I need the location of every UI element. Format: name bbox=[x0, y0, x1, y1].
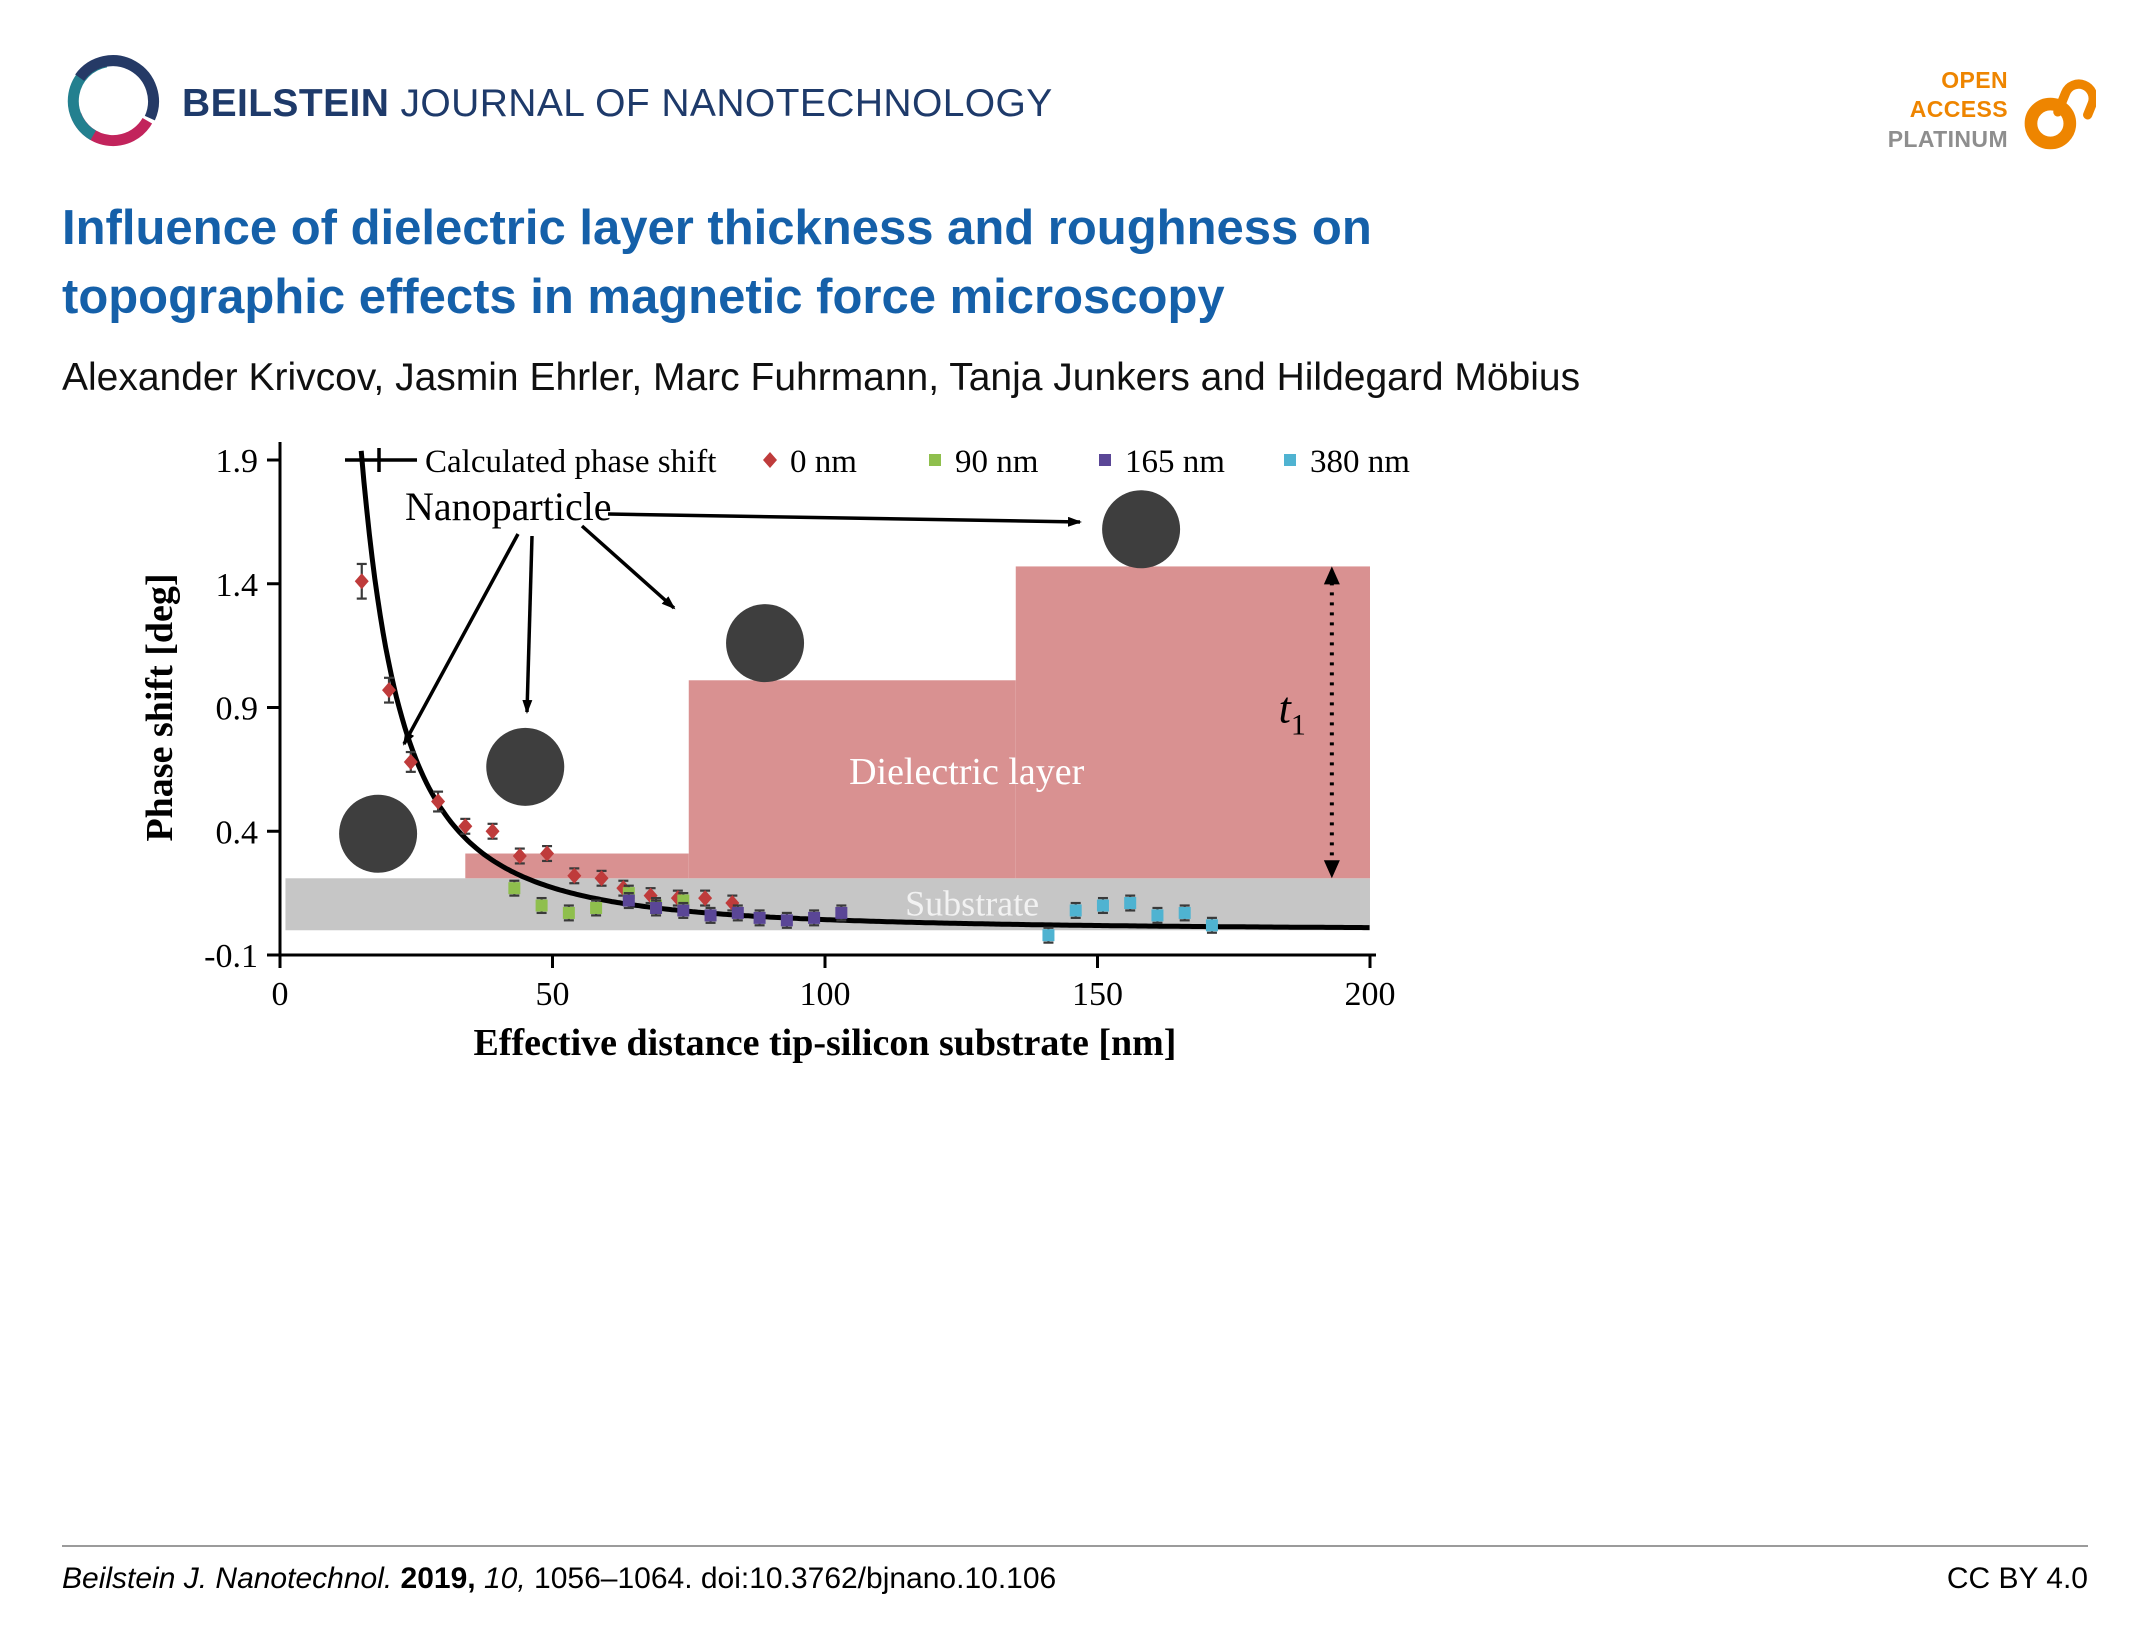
data-point bbox=[835, 906, 848, 919]
data-point bbox=[403, 753, 418, 770]
legend-label: 380 nm bbox=[1310, 444, 1410, 480]
citation-journal: Beilstein J. Nanotechnol. bbox=[62, 1562, 393, 1595]
data-point bbox=[485, 823, 500, 840]
dielectric-step bbox=[688, 680, 1016, 879]
data-point bbox=[535, 899, 548, 912]
data-point bbox=[512, 848, 527, 864]
data-point bbox=[1284, 454, 1296, 466]
data-point bbox=[508, 882, 521, 895]
data-point bbox=[1205, 919, 1218, 932]
open-access-line-access: ACCESS bbox=[1909, 96, 2008, 123]
data-point bbox=[622, 894, 635, 907]
y-tick-label: -0.1 bbox=[204, 938, 258, 975]
data-point bbox=[780, 914, 793, 927]
x-tick-label: 200 bbox=[1345, 976, 1396, 1013]
data-point bbox=[808, 911, 821, 924]
data-point bbox=[354, 573, 369, 590]
data-point bbox=[594, 870, 609, 887]
x-tick-label: 50 bbox=[536, 976, 570, 1013]
x-tick-label: 150 bbox=[1072, 976, 1123, 1013]
legend-label: Calculated phase shift bbox=[425, 444, 716, 480]
data-point bbox=[1096, 899, 1109, 912]
dielectric-step bbox=[1015, 566, 1370, 879]
open-access-line-platinum: PLATINUM bbox=[1887, 125, 2008, 152]
citation-doi: doi:10.3762/bjnano.10.106 bbox=[700, 1562, 1057, 1595]
y-tick-label: 1.4 bbox=[216, 567, 259, 604]
annotation-arrow bbox=[402, 533, 520, 746]
open-access-block: OPEN ACCESS PLATINUM bbox=[1888, 62, 2098, 158]
beilstein-logo-icon bbox=[58, 46, 168, 156]
nanoparticle-circle bbox=[726, 604, 805, 683]
footer-divider bbox=[62, 1545, 2088, 1547]
open-access-line-open: OPEN bbox=[1941, 66, 2008, 93]
beilstein-logo-svg bbox=[67, 55, 159, 147]
data-point bbox=[567, 867, 582, 884]
data-point bbox=[929, 454, 941, 466]
x-tick-label: 0 bbox=[272, 976, 289, 1013]
data-point bbox=[763, 452, 777, 468]
thickness-label: t1 bbox=[1279, 683, 1306, 741]
annotation-arrow bbox=[522, 535, 534, 714]
calculated-curve bbox=[358, 450, 1370, 931]
open-access-lock-svg bbox=[2024, 79, 2098, 150]
substrate-label: Substrate bbox=[905, 883, 1039, 923]
citation: Beilstein J. Nanotechnol. 2019, 10, 1056… bbox=[62, 1562, 1056, 1596]
y-axis-label: Phase shift [deg] bbox=[139, 573, 181, 841]
chart-canvas: Dielectric layer Substrate t1 1.9 1.4 0.9 0.4 -… bbox=[139, 442, 1410, 1064]
citation-pages: 1056–1064. bbox=[534, 1562, 693, 1595]
nanoparticle-circle bbox=[339, 794, 418, 873]
data-point bbox=[1124, 897, 1137, 910]
legend-label: 90 nm bbox=[955, 444, 1039, 480]
data-point bbox=[431, 793, 446, 810]
annotation-arrow bbox=[580, 524, 676, 610]
data-point bbox=[540, 845, 555, 862]
citation-volume: 10, bbox=[483, 1562, 526, 1595]
x-axis-label: Effective distance tip-silicon substrate… bbox=[474, 1022, 1177, 1064]
citation-year: 2019, bbox=[400, 1562, 476, 1595]
data-point bbox=[725, 895, 740, 912]
data-point bbox=[590, 901, 603, 914]
data-point bbox=[731, 906, 744, 919]
data-point bbox=[1151, 909, 1164, 922]
legend-label: 165 nm bbox=[1125, 444, 1225, 480]
data-point bbox=[1178, 906, 1191, 919]
legend-label: 0 nm bbox=[790, 444, 857, 480]
data-point bbox=[382, 682, 396, 699]
data-point bbox=[704, 909, 717, 922]
y-tick-label: 0.4 bbox=[216, 814, 259, 851]
data-point bbox=[1069, 904, 1082, 917]
open-access-icon bbox=[2020, 62, 2098, 158]
license-label: CC BY 4.0 bbox=[1946, 1562, 2088, 1595]
y-tick-label: 1.9 bbox=[216, 443, 259, 480]
data-point bbox=[562, 906, 575, 919]
data-point bbox=[677, 904, 690, 917]
data-point bbox=[753, 911, 766, 924]
data-point bbox=[698, 890, 713, 907]
data-point bbox=[1042, 929, 1055, 942]
nanoparticle-circle bbox=[1102, 490, 1181, 569]
journal-name-rest: JOURNAL OF NANOTECHNOLOGY bbox=[389, 82, 1053, 125]
annotation-arrow bbox=[607, 512, 1082, 527]
paper-title-line1: Influence of dielectric layer thickness … bbox=[62, 201, 1372, 255]
dielectric-layer-label: Dielectric layer bbox=[849, 751, 1085, 793]
phase-shift-figure: Dielectric layer Substrate t1 1.9 1.4 0.9 0.4 -… bbox=[130, 428, 1510, 1073]
paper-title: Influence of dielectric layer thickness … bbox=[62, 194, 1372, 331]
open-access-text: OPEN ACCESS PLATINUM bbox=[1888, 66, 2008, 154]
data-point bbox=[650, 901, 663, 914]
nanoparticle-circle bbox=[486, 727, 565, 806]
data-point bbox=[458, 818, 473, 835]
paper-title-line2: topographic effects in magnetic force mi… bbox=[62, 269, 1225, 324]
y-tick-label: 0.9 bbox=[216, 691, 259, 728]
authors-line: Alexander Krivcov, Jasmin Ehrler, Marc F… bbox=[62, 356, 1581, 399]
journal-name: BEILSTEIN JOURNAL OF NANOTECHNOLOGY bbox=[182, 82, 1053, 126]
nanoparticle-label: Nanoparticle bbox=[405, 484, 612, 529]
x-tick-label: 100 bbox=[800, 976, 851, 1013]
journal-name-bold: BEILSTEIN bbox=[182, 82, 390, 125]
data-point bbox=[1099, 454, 1111, 466]
